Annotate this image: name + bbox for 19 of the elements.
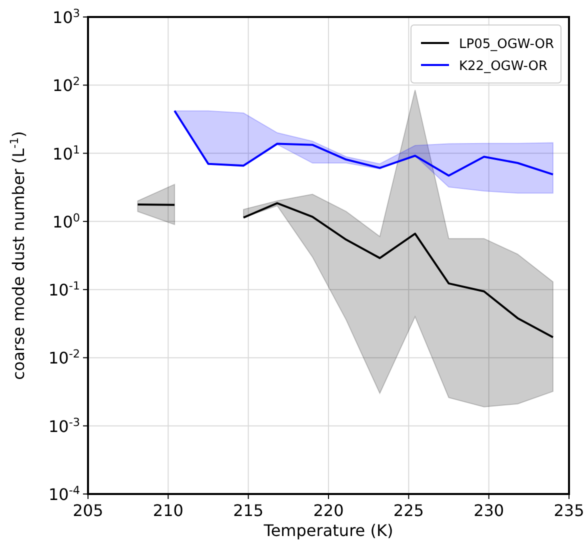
y-tick-label: 10$^{1}$: [52, 142, 80, 164]
x-tick-label: 235: [554, 501, 584, 520]
x-tick-label: 225: [393, 501, 424, 520]
y-tick-label: 10$^{3}$: [52, 6, 80, 27]
x-tick-label: 215: [233, 501, 264, 520]
legend-label: K22_OGW-OR: [459, 59, 548, 74]
y-tick-label: 10$^{-3}$: [48, 415, 80, 436]
x-tick-label: 220: [313, 501, 344, 520]
x-tick-label: 210: [152, 501, 184, 520]
y-tick-label: 10$^{-4}$: [48, 484, 80, 504]
y-tick-label: 10$^{0}$: [52, 210, 80, 232]
y-tick-label: 10$^{-1}$: [48, 279, 80, 300]
line-series: [174, 110, 554, 177]
y-tick-label: 10$^{-2}$: [48, 347, 80, 368]
x-tick-label: 230: [474, 501, 504, 520]
x-tick-label: 205: [72, 501, 104, 520]
x-axis-title: Temperature (K): [262, 521, 394, 540]
y-tick-label: 10$^{2}$: [52, 74, 80, 96]
legend-label: LP05_OGW-OR: [459, 37, 554, 52]
